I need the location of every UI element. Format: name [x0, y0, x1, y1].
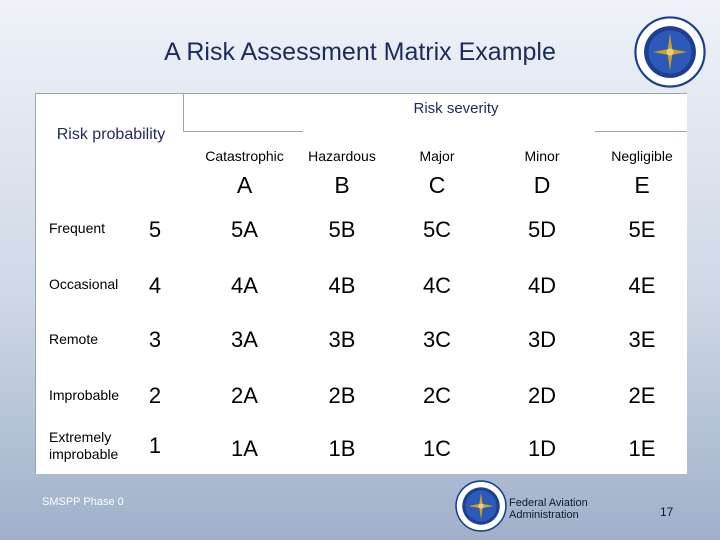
- matrix-cell: 5B: [328, 217, 356, 242]
- divider: [35, 93, 687, 94]
- matrix-cell: 1D: [527, 436, 557, 461]
- matrix-cell: 5E: [628, 217, 656, 242]
- matrix-cell: 2C: [422, 383, 452, 408]
- row-number: 3: [148, 327, 162, 352]
- matrix-cell: 2A: [231, 383, 258, 408]
- matrix-cell: 3B: [328, 327, 356, 352]
- column-label: Catastrophic: [205, 148, 284, 164]
- matrix-cell: 4B: [328, 273, 356, 298]
- matrix-cell: 5A: [231, 217, 258, 242]
- matrix-cell: 4C: [422, 273, 452, 298]
- footer-text: SMSPP Phase 0: [42, 496, 124, 508]
- row-number: 5: [148, 217, 162, 242]
- row-number: 2: [148, 383, 162, 408]
- matrix-cell: 1B: [328, 436, 356, 461]
- probability-header: Risk probability: [56, 126, 166, 143]
- column-label: Minor: [524, 148, 560, 164]
- row-label: Frequent: [49, 220, 106, 236]
- faa-seal-icon: [455, 480, 507, 532]
- column-letter: B: [334, 172, 350, 198]
- matrix-cell: 3C: [422, 327, 452, 352]
- severity-header: Risk severity: [413, 100, 499, 117]
- column-label: Hazardous: [308, 148, 376, 164]
- faa-seal-icon: [634, 16, 706, 88]
- divider: [595, 131, 687, 132]
- divider: [183, 131, 303, 132]
- matrix-cell: 4D: [527, 273, 557, 298]
- matrix-cell: 1E: [628, 436, 656, 461]
- row-label: Improbable: [49, 387, 120, 403]
- divider: [183, 93, 184, 131]
- row-label: Occasional: [49, 276, 119, 292]
- row-label: Extremely improbable: [49, 429, 119, 462]
- row-label: Remote: [49, 331, 99, 347]
- column-label: Negligible: [611, 148, 673, 164]
- risk-matrix: Risk severity Risk probability Catastrop…: [35, 93, 687, 474]
- matrix-cell: 3D: [527, 327, 557, 352]
- divider: [35, 93, 36, 474]
- matrix-cell: 2D: [527, 383, 557, 408]
- matrix-cell: 1A: [231, 436, 258, 461]
- matrix-cell: 1C: [422, 436, 452, 461]
- page-number: 17: [660, 505, 674, 519]
- matrix-cell: 3A: [231, 327, 258, 352]
- column-label: Major: [419, 148, 455, 164]
- matrix-cell: 3E: [628, 327, 656, 352]
- agency-name-text: Federal Aviation Administration: [509, 497, 588, 521]
- column-letter: E: [634, 172, 650, 198]
- matrix-cell: 2E: [628, 383, 656, 408]
- matrix-cell: 5D: [527, 217, 557, 242]
- column-letter: D: [533, 172, 551, 198]
- row-number: 1: [148, 433, 162, 458]
- agency-name: Federal Aviation Administration: [509, 497, 609, 521]
- matrix-cell: 4A: [231, 273, 258, 298]
- slide-title: A Risk Assessment Matrix Example: [164, 38, 556, 66]
- column-letter: C: [428, 172, 446, 198]
- matrix-cell: 4E: [628, 273, 656, 298]
- matrix-cell: 5C: [422, 217, 452, 242]
- column-letter: A: [236, 172, 253, 198]
- row-number: 4: [148, 273, 162, 298]
- matrix-cell: 2B: [328, 383, 356, 408]
